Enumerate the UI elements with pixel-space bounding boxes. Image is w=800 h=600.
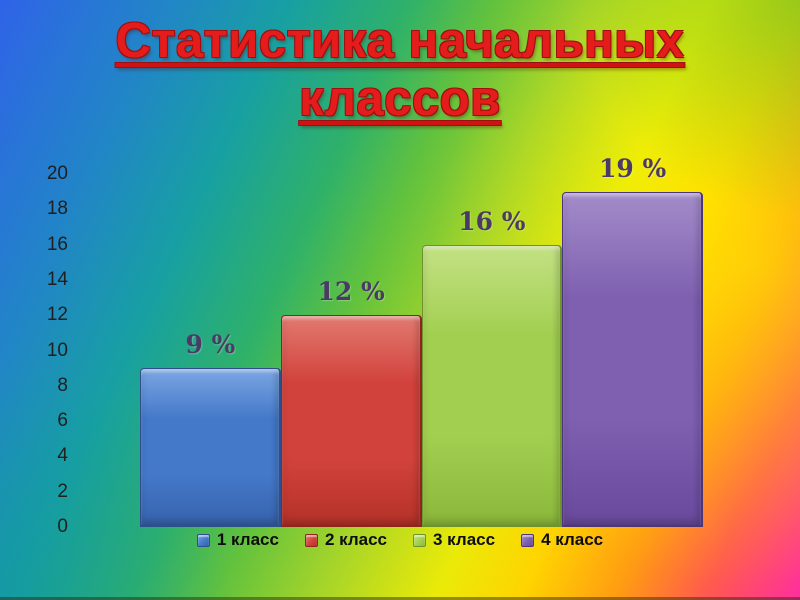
y-tick-label: 12 (46, 304, 68, 326)
legend-swatch-icon (521, 533, 535, 547)
y-tick-label: 10 (46, 339, 68, 361)
legend-swatch-icon (413, 533, 426, 547)
bar-data-label: 16 % (458, 206, 526, 236)
bar-4-klass (562, 191, 703, 527)
y-tick-label: 16 (46, 233, 68, 255)
legend-label: 1 класс (216, 530, 279, 549)
legend-label: 3 класс (433, 530, 496, 549)
y-tick-label: 14 (46, 268, 68, 290)
bar-data-label: 19 % (599, 153, 667, 183)
bar-2-klass (280, 315, 422, 527)
legend-item-1-klass: 1 класс (196, 530, 279, 550)
y-tick-label: 0 (57, 516, 68, 537)
legend-item-4-klass: 4 класс (521, 530, 603, 550)
page-title-line1: Статистика начальных (115, 14, 685, 68)
chart-legend: 1 класс 2 класс 3 класс 4 класс (0, 530, 800, 550)
legend-label: 2 класс (324, 530, 387, 549)
y-tick-label: 18 (46, 198, 68, 220)
page-title-line2: классов (299, 72, 501, 126)
legend-label: 4 класс (541, 530, 604, 549)
y-axis: 0 2 4 6 8 10 12 14 16 18 20 (0, 0, 68, 600)
legend-swatch-icon (304, 533, 318, 547)
legend-item-3-klass: 3 класс (413, 530, 495, 550)
y-tick-label: 2 (57, 480, 68, 502)
bar-1-klass (140, 368, 281, 527)
bar-data-label: 12 % (317, 277, 385, 307)
bar-3-klass (421, 244, 563, 527)
y-tick-label: 4 (57, 445, 68, 467)
page-title: Статистика начальных классов (0, 12, 800, 128)
legend-swatch-icon (196, 533, 210, 547)
y-tick-label: 6 (57, 410, 68, 432)
bar-data-label: 9 % (185, 330, 236, 360)
legend-item-2-klass: 2 класс (304, 530, 387, 550)
y-tick-label: 8 (57, 374, 68, 396)
y-tick-label: 20 (46, 163, 68, 184)
